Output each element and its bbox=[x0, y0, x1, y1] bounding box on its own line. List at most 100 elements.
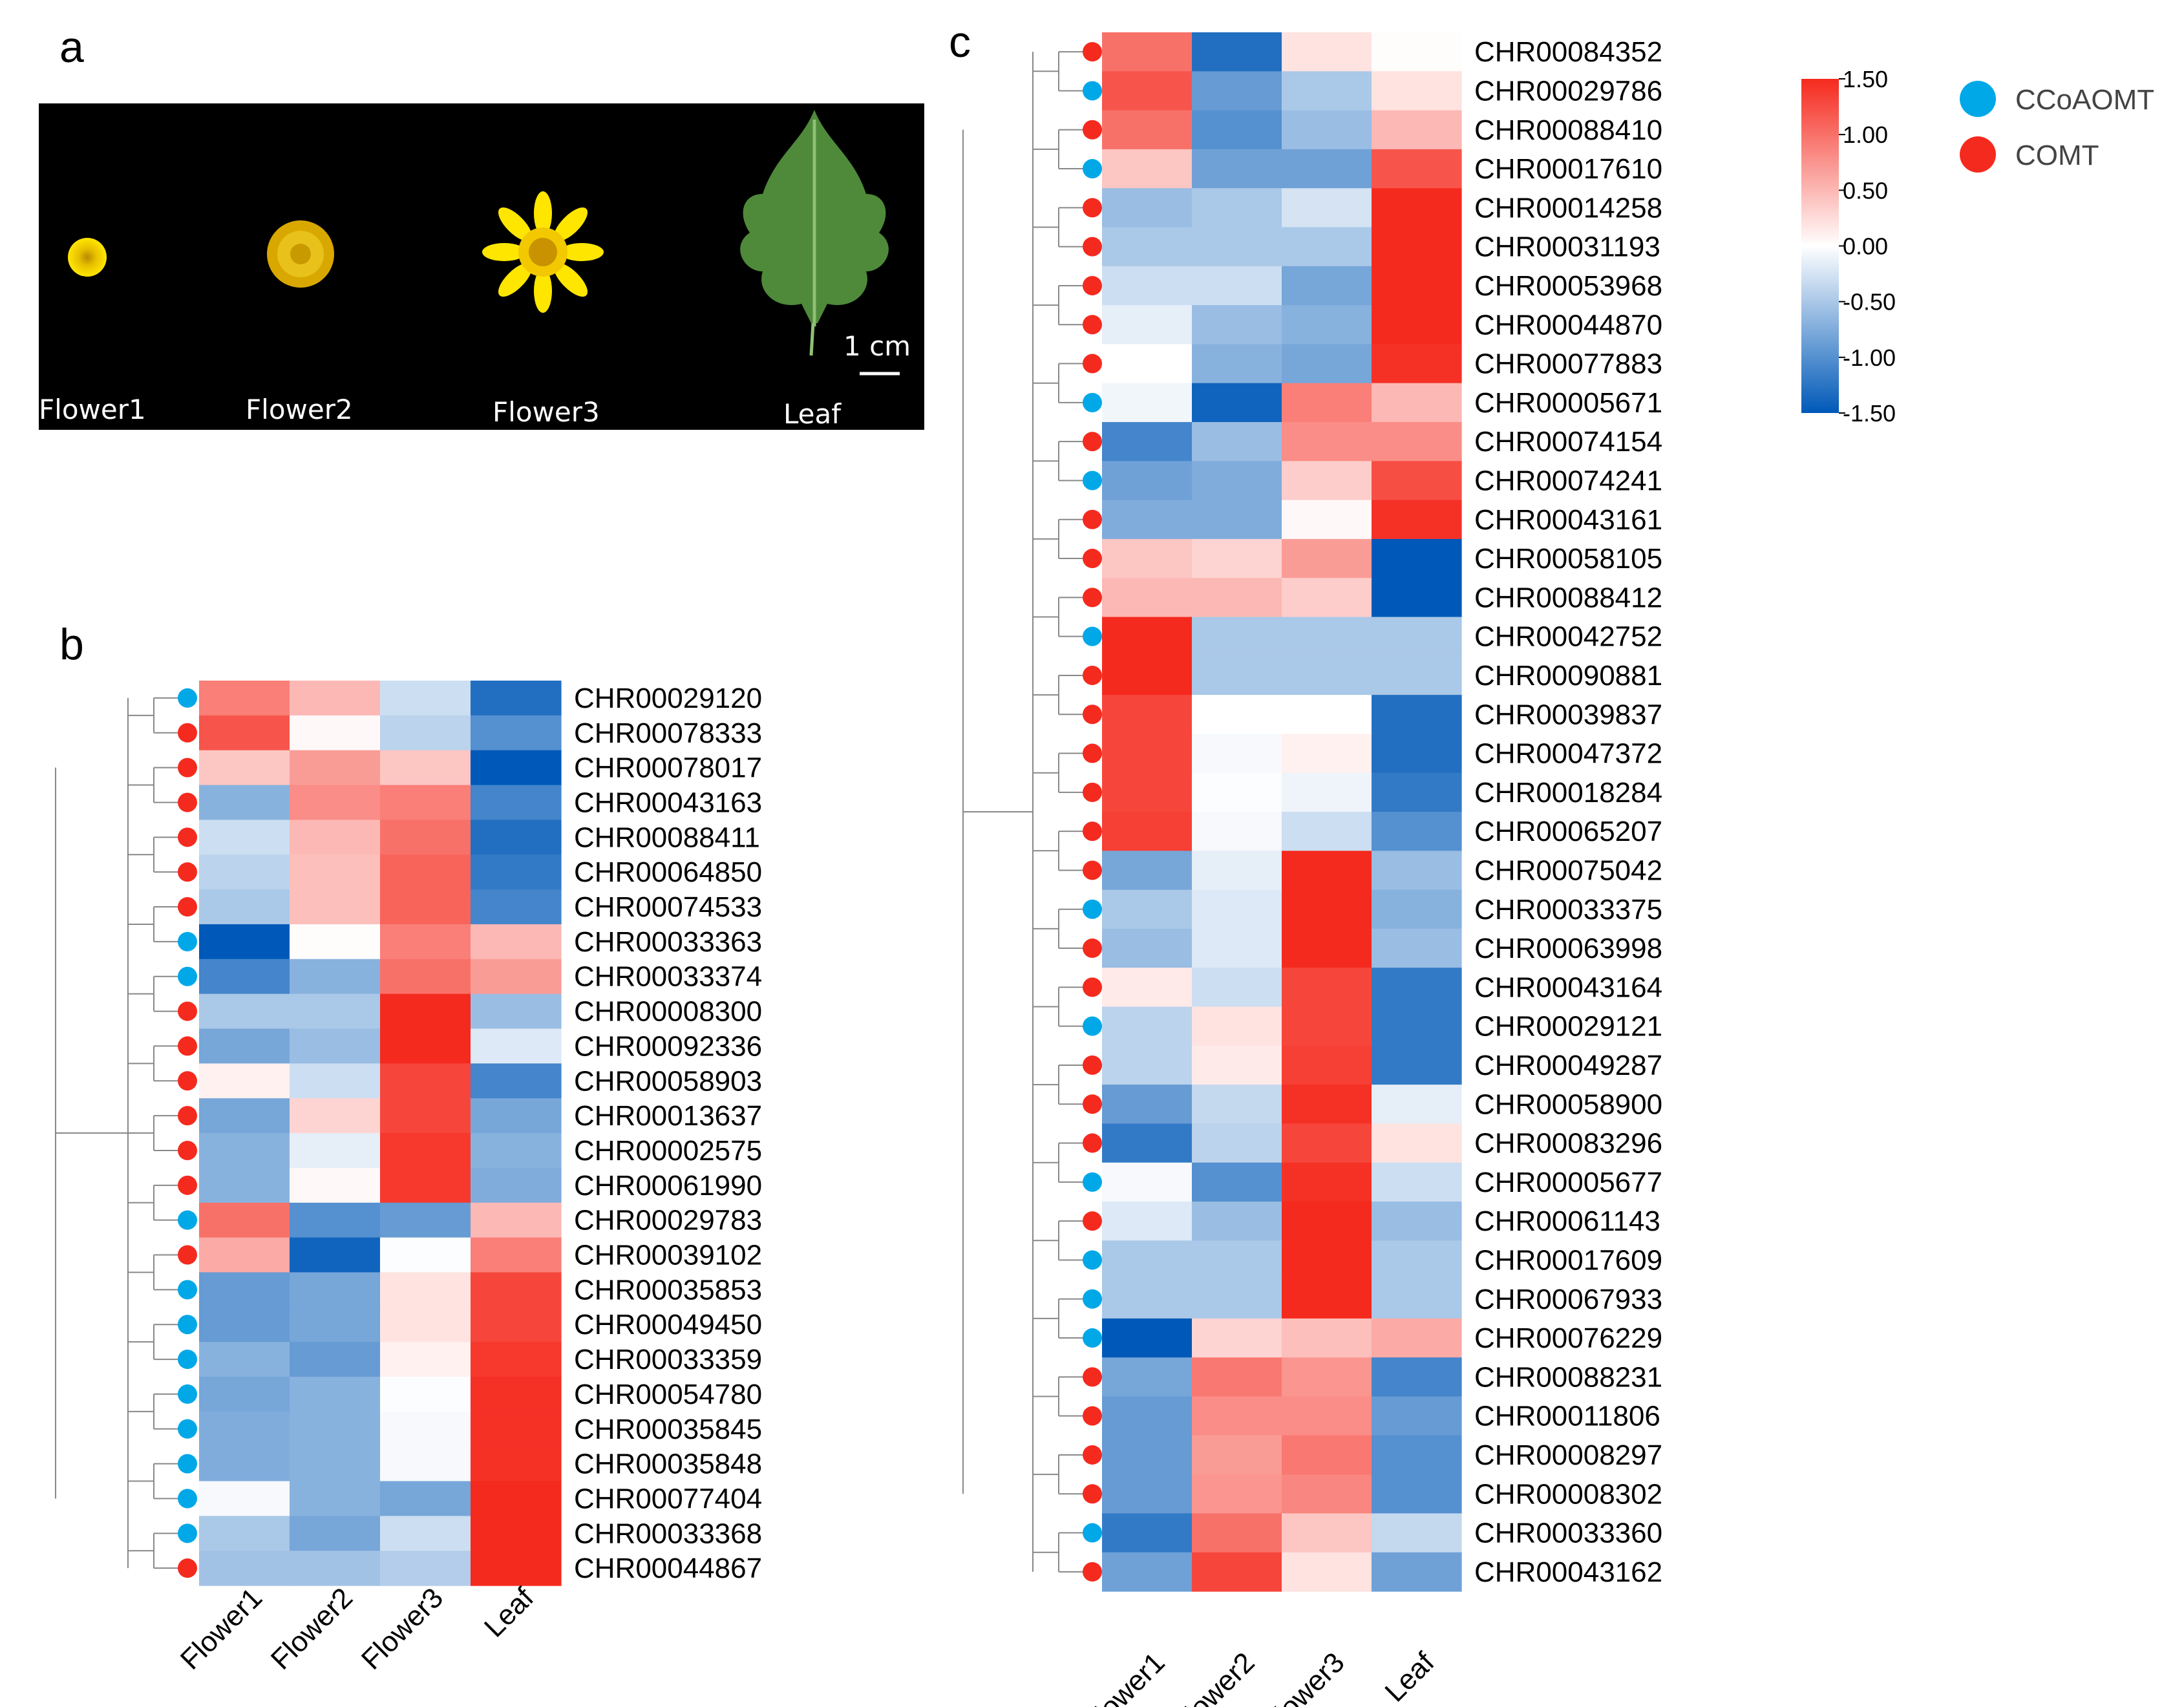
heatmap-cell bbox=[1192, 422, 1282, 461]
heatmap-cell bbox=[1192, 1279, 1282, 1319]
family-dot bbox=[1083, 822, 1102, 842]
row-label: CHR00049287 bbox=[1474, 1050, 1662, 1081]
heatmap-cell bbox=[380, 1028, 471, 1064]
heatmap-cell bbox=[1282, 383, 1372, 423]
heatmap-cell bbox=[1192, 1474, 1282, 1514]
heatmap-cell bbox=[199, 681, 290, 716]
row-label: CHR00065207 bbox=[1474, 816, 1662, 847]
heatmap-cell bbox=[1372, 1474, 1462, 1514]
row-label: CHR00035848 bbox=[574, 1448, 762, 1480]
heatmap-cell bbox=[199, 1098, 290, 1134]
heatmap-cell bbox=[199, 1411, 290, 1447]
heatmap-cell bbox=[380, 959, 471, 995]
colorbar-tick-label: 0.00 bbox=[1843, 233, 1888, 260]
heatmap-cell bbox=[1372, 1006, 1462, 1046]
family-dot bbox=[1083, 275, 1102, 295]
heatmap-cell bbox=[1282, 110, 1372, 150]
heatmap-cell bbox=[1102, 1162, 1193, 1202]
heatmap-cell bbox=[290, 1377, 381, 1412]
heatmap-cell bbox=[1372, 422, 1462, 461]
heatmap-cell bbox=[380, 889, 471, 925]
heatmap-cell bbox=[1192, 1240, 1282, 1280]
heatmap-cell bbox=[1372, 1435, 1462, 1475]
heatmap-cell bbox=[380, 715, 471, 751]
heatmap-cell bbox=[1282, 968, 1372, 1008]
heatmap-cell bbox=[1282, 1435, 1372, 1475]
heatmap-cell bbox=[380, 1202, 471, 1238]
colorbar-tick-label: 1.00 bbox=[1843, 122, 1888, 148]
heatmap-cell bbox=[1192, 1006, 1282, 1046]
heatmap-cell bbox=[1192, 968, 1282, 1008]
row-label: CHR00058900 bbox=[1474, 1088, 1662, 1120]
heatmap-cell bbox=[1102, 188, 1193, 228]
row-label: CHR00033360 bbox=[1474, 1518, 1662, 1549]
heatmap-cell bbox=[1282, 1202, 1372, 1241]
heatmap-cell bbox=[199, 820, 290, 855]
row-label: CHR00058903 bbox=[574, 1065, 762, 1097]
heatmap-cell bbox=[1192, 851, 1282, 891]
heatmap-cell bbox=[1372, 71, 1462, 111]
family-dot bbox=[1083, 509, 1102, 529]
heatmap-cell bbox=[1102, 32, 1193, 72]
heatmap-cell bbox=[1372, 1318, 1462, 1358]
heatmap-cell bbox=[1192, 227, 1282, 267]
flower1-image bbox=[68, 238, 107, 277]
heatmap-cell bbox=[290, 785, 381, 820]
column-label: Flower2 bbox=[265, 1582, 359, 1675]
heatmap-cell bbox=[1192, 1396, 1282, 1436]
heatmap-cell bbox=[1372, 1045, 1462, 1085]
heatmap-cell bbox=[1372, 695, 1462, 734]
row-label: CHR00063998 bbox=[1474, 933, 1662, 964]
row-label: CHR00074533 bbox=[574, 891, 762, 923]
heatmap-cell bbox=[380, 1481, 471, 1516]
heatmap-cell bbox=[471, 1377, 562, 1412]
column-label: Flower1 bbox=[1077, 1646, 1171, 1707]
family-dot bbox=[178, 1245, 197, 1265]
heatmap-cell bbox=[380, 854, 471, 890]
heatmap-cell bbox=[290, 1551, 381, 1586]
row-label: CHR00090881 bbox=[1474, 660, 1662, 692]
row-label: CHR00017609 bbox=[1474, 1244, 1662, 1276]
row-label: CHR00035845 bbox=[574, 1414, 762, 1445]
heatmap-cell bbox=[1102, 422, 1193, 461]
heatmap-cell bbox=[1102, 344, 1193, 384]
heatmap-cell bbox=[1282, 1045, 1372, 1085]
heatmap-cell bbox=[1282, 344, 1372, 384]
family-dot bbox=[1083, 1328, 1102, 1348]
heatmap-cell bbox=[1102, 149, 1193, 189]
heatmap-cell bbox=[1282, 227, 1372, 267]
row-label: CHR00033359 bbox=[574, 1344, 762, 1375]
heatmap-cell bbox=[1282, 1006, 1372, 1046]
heatmap-cell bbox=[471, 889, 562, 925]
heatmap-cell bbox=[471, 1202, 562, 1238]
heatmap-cell bbox=[1102, 383, 1193, 423]
heatmap-cell bbox=[1372, 32, 1462, 72]
heatmap-cell bbox=[199, 1342, 290, 1377]
heatmap-cell bbox=[471, 1516, 562, 1551]
family-dot bbox=[178, 897, 197, 917]
heatmap-cell bbox=[1282, 1552, 1372, 1592]
family-dot bbox=[1083, 120, 1102, 140]
heatmap-cell bbox=[290, 1237, 381, 1273]
heatmap-cell bbox=[1282, 71, 1372, 111]
family-dot bbox=[178, 1106, 197, 1126]
heatmap-cell bbox=[1192, 695, 1282, 734]
heatmap-cell bbox=[199, 993, 290, 1030]
heatmap-cell bbox=[1192, 1513, 1282, 1553]
heatmap-cell bbox=[380, 1237, 471, 1273]
row-label: CHR00077883 bbox=[1474, 348, 1662, 380]
heatmap-cell bbox=[290, 1028, 381, 1064]
heatmap-cell bbox=[1282, 538, 1372, 578]
row-label: CHR00054780 bbox=[574, 1379, 762, 1410]
heatmap-cell bbox=[1192, 110, 1282, 150]
row-label: CHR00049450 bbox=[574, 1309, 762, 1341]
family-dot bbox=[178, 1384, 197, 1404]
family-dot bbox=[1083, 1172, 1102, 1192]
heatmap-cell bbox=[1192, 1357, 1282, 1397]
family-dot bbox=[178, 723, 197, 743]
row-label: CHR00044870 bbox=[1474, 309, 1662, 341]
heatmap-cell bbox=[290, 1411, 381, 1447]
row-label: CHR00017610 bbox=[1474, 153, 1662, 185]
heatmap-cell bbox=[471, 820, 562, 855]
